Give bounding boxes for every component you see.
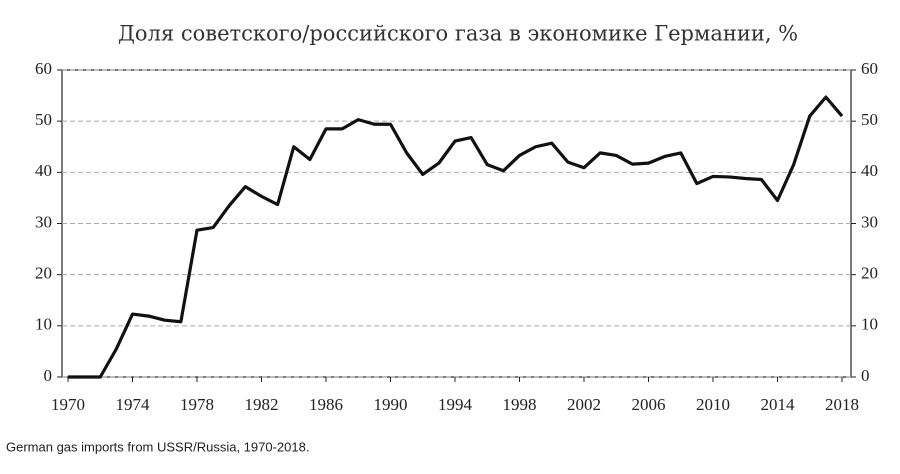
x-tick-label: 1994 [438, 395, 473, 414]
y-tick-label: 60 [35, 59, 52, 78]
x-tick-label: 1986 [309, 395, 343, 414]
y-tick-label: 0 [44, 366, 53, 385]
x-tick-label: 1974 [116, 395, 151, 414]
x-tick-label: 2002 [567, 395, 601, 414]
x-tick-label: 2010 [696, 395, 730, 414]
x-tick-label: 1998 [503, 395, 537, 414]
y-tick-label: 40 [35, 161, 52, 180]
data-line [68, 95, 844, 379]
y2-tick-label: 20 [861, 264, 878, 283]
caption: German gas imports from USSR/Russia, 197… [6, 439, 309, 454]
x-tick-label: 2014 [761, 395, 796, 414]
x-tick-label: 1990 [374, 395, 408, 414]
y2-tick-label: 50 [861, 110, 878, 129]
x-tick-label: 2018 [825, 395, 859, 414]
y-tick-label: 30 [35, 212, 52, 231]
chart-title: Доля советского/российского газа в эконо… [118, 22, 798, 46]
y2-tick-label: 0 [861, 366, 870, 385]
y-tick-label: 50 [35, 110, 52, 129]
y-tick-label: 10 [35, 315, 52, 334]
y-tick-label: 20 [35, 264, 52, 283]
y2-tick-label: 40 [861, 161, 878, 180]
y2-tick-label: 60 [861, 59, 878, 78]
y2-tick-label: 10 [861, 315, 878, 334]
x-tick-label: 2006 [632, 395, 666, 414]
y2-tick-label: 30 [861, 212, 878, 231]
x-tick-label: 1978 [180, 395, 214, 414]
x-tick-label: 1970 [51, 395, 85, 414]
x-tick-label: 1982 [245, 395, 279, 414]
